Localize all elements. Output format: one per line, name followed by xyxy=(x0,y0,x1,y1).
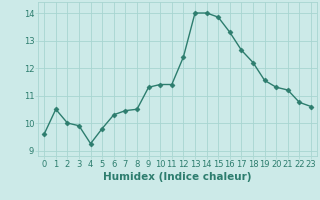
X-axis label: Humidex (Indice chaleur): Humidex (Indice chaleur) xyxy=(103,172,252,182)
